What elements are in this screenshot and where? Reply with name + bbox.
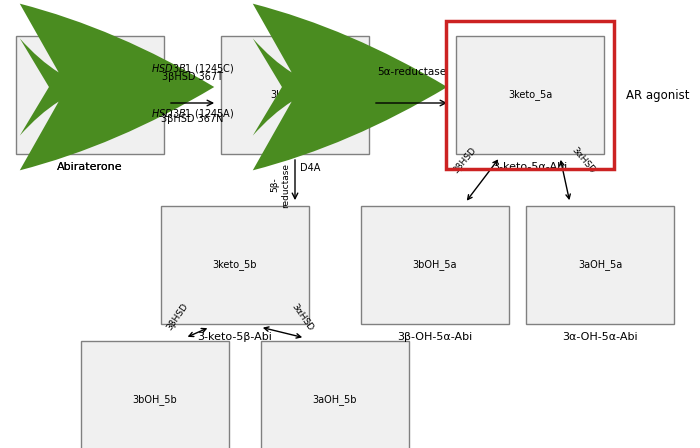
Text: 5β-
reductase: 5β- reductase bbox=[271, 163, 290, 207]
Text: D4A: D4A bbox=[300, 163, 321, 173]
Text: 3βHSD 367N: 3βHSD 367N bbox=[161, 114, 224, 124]
Bar bbox=[361, 206, 509, 324]
Text: 3βHSD 367T: 3βHSD 367T bbox=[162, 72, 223, 82]
Text: 3αHSD: 3αHSD bbox=[570, 145, 596, 175]
Text: AR agonist: AR agonist bbox=[626, 89, 690, 102]
Bar bbox=[526, 206, 674, 324]
Bar bbox=[446, 21, 614, 169]
Bar bbox=[221, 36, 369, 154]
Text: 3bOH_5a: 3bOH_5a bbox=[413, 259, 457, 271]
Bar bbox=[261, 341, 409, 448]
Text: 3aOH_5a: 3aOH_5a bbox=[578, 259, 622, 271]
Bar bbox=[16, 36, 164, 154]
Bar bbox=[161, 206, 309, 324]
Text: 3aOH_5b: 3aOH_5b bbox=[313, 395, 357, 405]
Text: 5α-reductase: 5α-reductase bbox=[377, 67, 446, 77]
Text: Abiraterone: Abiraterone bbox=[57, 162, 122, 172]
Text: 3keto_5b: 3keto_5b bbox=[213, 259, 258, 271]
Text: Abiraterone: Abiraterone bbox=[57, 162, 122, 172]
Text: 3bOH_5b: 3bOH_5b bbox=[132, 395, 177, 405]
Text: 3-keto-5α-Abi: 3-keto-5α-Abi bbox=[492, 162, 568, 172]
Text: 3αHSD: 3αHSD bbox=[290, 302, 315, 332]
Bar bbox=[456, 36, 604, 154]
Text: 3α-OH-5α-Abi: 3α-OH-5α-Abi bbox=[562, 332, 638, 342]
Text: $\it{HSD3B1}$ (1245C): $\it{HSD3B1}$ (1245C) bbox=[150, 62, 234, 75]
Text: 3-keto-5β-Abi: 3-keto-5β-Abi bbox=[197, 332, 272, 342]
Text: 3β-OH-5α-Abi: 3β-OH-5α-Abi bbox=[398, 332, 472, 342]
Text: 3keto_d4a: 3keto_d4a bbox=[270, 90, 320, 100]
Text: 3keto_5a: 3keto_5a bbox=[508, 90, 552, 100]
Bar bbox=[81, 341, 229, 448]
Text: 3βHSD: 3βHSD bbox=[451, 146, 478, 175]
Text: abiraterone: abiraterone bbox=[62, 90, 118, 100]
Text: $\it{HSD3B1}$ (1245A): $\it{HSD3B1}$ (1245A) bbox=[150, 107, 234, 120]
Text: 3βHSD: 3βHSD bbox=[165, 302, 190, 332]
